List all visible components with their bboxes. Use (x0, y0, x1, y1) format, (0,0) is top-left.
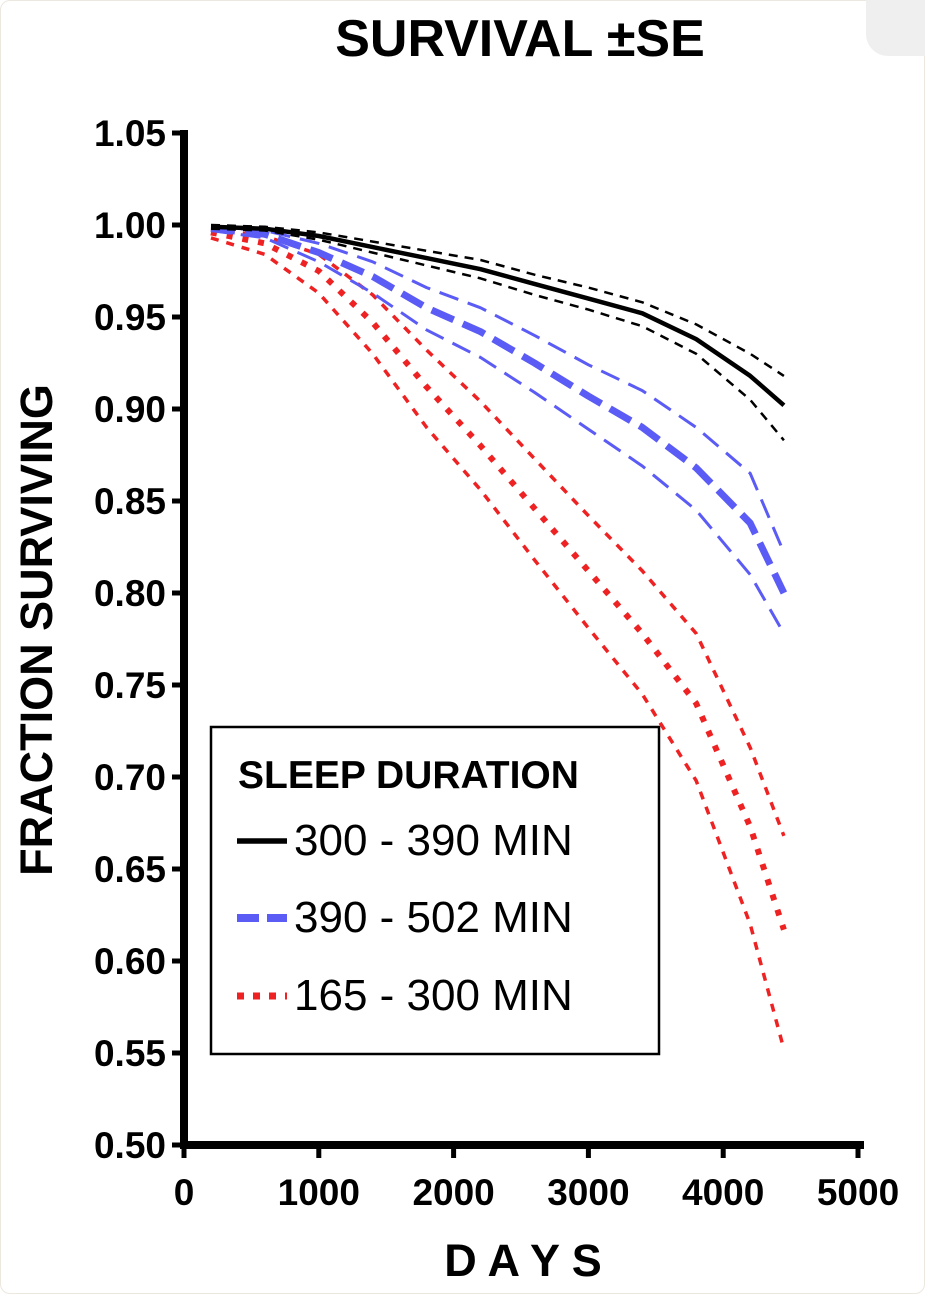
x-tick-label: 3000 (547, 1172, 629, 1213)
legend-title: SLEEP DURATION (238, 754, 579, 797)
y-tick-label: 0.95 (94, 297, 166, 338)
y-axis-title: FRACTION SURVIVING (11, 384, 62, 876)
y-tick-label: 0.85 (94, 481, 166, 522)
y-tick-label: 1.00 (94, 205, 166, 246)
y-tick-label: 0.80 (94, 573, 166, 614)
x-ticks: 0 1000 2000 3000 4000 5000 (174, 1145, 899, 1213)
x-axis-title: D A Y S (444, 1235, 602, 1286)
series-layer (210, 223, 788, 1050)
x-tick-label: 2000 (412, 1172, 494, 1213)
chart-title: SURVIVAL ±SE (335, 10, 705, 68)
x-tick-label: 0 (174, 1172, 195, 1213)
series-dashed-se-lower (210, 229, 786, 635)
y-tick-label: 0.65 (94, 849, 166, 890)
series-dashed-line (210, 225, 788, 595)
series-solid-line (210, 224, 786, 407)
y-tick-label: 0.75 (94, 665, 166, 706)
y-tick-label: 0.55 (94, 1033, 166, 1074)
x-tick-label: 4000 (682, 1172, 764, 1213)
legend-label-dotted: 165 - 300 MIN (294, 971, 573, 1020)
corner-tab (866, 0, 925, 56)
series-solid-se-lower (210, 227, 785, 442)
y-tick-label: 0.90 (94, 389, 166, 430)
x-tick-label: 5000 (817, 1172, 899, 1213)
y-ticks: 0.50 0.55 0.60 0.65 0.70 0.75 0.80 0.85 0.90 0.95… (94, 113, 184, 1166)
legend-label-dashed: 390 - 502 MIN (294, 893, 573, 942)
y-tick-label: 0.60 (94, 941, 166, 982)
series-dotted-se-lower (210, 236, 786, 1050)
legend-label-solid: 300 - 390 MIN (294, 816, 573, 865)
series-solid-se-upper (210, 223, 785, 377)
legend: SLEEP DURATION 300 - 390 MIN 390 - 502 MI… (209, 725, 661, 1056)
y-tick-label: 0.70 (94, 757, 166, 798)
series-dashed-se-upper (210, 225, 786, 554)
y-tick-label: 1.05 (94, 113, 166, 154)
legend-items: 300 - 390 MIN 390 - 502 MIN 165 - 300 MIN (237, 816, 573, 1020)
x-tick-label: 1000 (278, 1172, 360, 1213)
y-tick-label: 0.50 (94, 1125, 166, 1166)
